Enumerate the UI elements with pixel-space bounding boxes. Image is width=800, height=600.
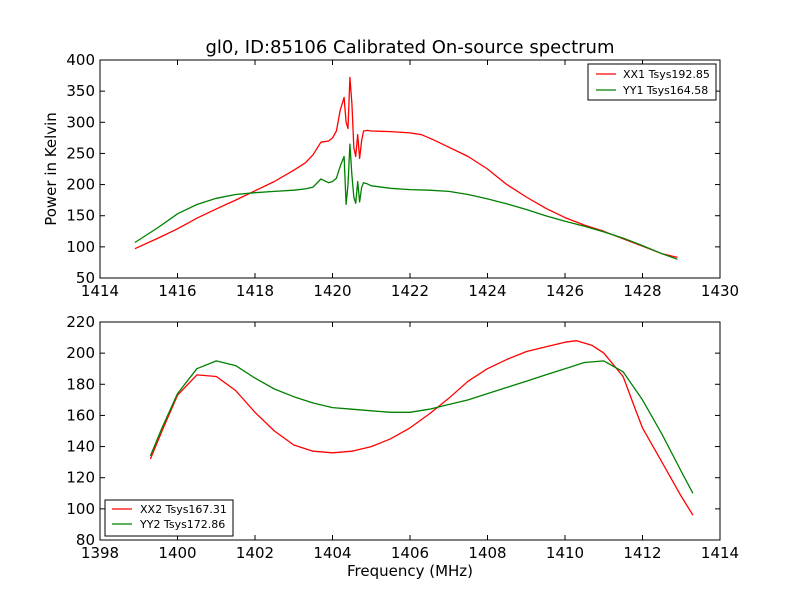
upper-plot-series xyxy=(134,76,678,260)
lower-legend-label-yy2: YY2 Tsys172.86 xyxy=(139,518,225,531)
lower-plot-ytick-label: 140 xyxy=(66,438,95,456)
lower-plot-ytick-label: 160 xyxy=(66,406,95,424)
upper-plot-series-xx1-line xyxy=(134,76,678,259)
lower-plot-xtick-label: 1400 xyxy=(158,544,196,562)
upper-plot-ticks: 1414 1416 1418 1420 1422 1424 1426 1428 1430 50 10… xyxy=(66,51,739,300)
upper-plot-xtick-label: 1426 xyxy=(546,282,584,300)
figure-title: gl0, ID:85106 Calibrated On-source spect… xyxy=(205,37,614,58)
upper-legend-label-xx1: XX1 Tsys192.85 xyxy=(623,68,710,81)
upper-plot-xtick-label: 1418 xyxy=(236,282,274,300)
lower-plot-ticks: 1398 1400 1402 1404 1406 1408 1410 1412 1414 80 10… xyxy=(66,313,739,562)
lower-legend-label-xx2: XX2 Tsys167.31 xyxy=(140,503,227,516)
upper-plot-ytick-label: 400 xyxy=(66,51,95,69)
lower-plot-xlabel: Frequency (MHz) xyxy=(347,562,473,580)
upper-plot-xtick-label: 1428 xyxy=(623,282,661,300)
lower-plot-ytick-label: 220 xyxy=(66,313,95,331)
lower-plot-ytick-label: 180 xyxy=(66,375,95,393)
upper-plot-ylabel: Power in Kelvin xyxy=(42,112,60,226)
upper-legend-label-yy1: YY1 Tsys164.58 xyxy=(622,84,708,97)
upper-plot-ytick-label: 250 xyxy=(66,144,95,162)
upper-plot-legend: XX1 Tsys192.85 YY1 Tsys164.58 xyxy=(587,63,717,101)
lower-plot-xtick-label: 1406 xyxy=(391,544,429,562)
lower-plot-xtick-label: 1412 xyxy=(623,544,661,562)
lower-plot-legend: XX2 Tsys167.31 YY2 Tsys172.86 xyxy=(104,499,234,537)
upper-plot-ytick-label: 350 xyxy=(66,82,95,100)
upper-plot-xtick-label: 1416 xyxy=(158,282,196,300)
lower-plot-series-yy2-line xyxy=(149,360,694,494)
lower-plot-xtick-label: 1410 xyxy=(546,544,584,562)
upper-plot-xtick-label: 1430 xyxy=(701,282,739,300)
lower-plot-ytick-label: 80 xyxy=(76,531,95,549)
lower-plot-xtick-label: 1408 xyxy=(468,544,506,562)
upper-plot-ytick-label: 100 xyxy=(66,238,95,256)
upper-plot-xtick-label: 1420 xyxy=(313,282,351,300)
upper-plot-ytick-label: 150 xyxy=(66,207,95,225)
lower-plot-xtick-label: 1414 xyxy=(701,544,739,562)
upper-plot-legend-box xyxy=(587,63,717,101)
upper-plot-xtick-label: 1424 xyxy=(468,282,506,300)
upper-plot-series-yy1-line xyxy=(134,143,678,260)
upper-plot-xtick-label: 1422 xyxy=(391,282,429,300)
upper-plot-ytick-label: 200 xyxy=(66,176,95,194)
lower-plot-xtick-label: 1402 xyxy=(236,544,274,562)
upper-plot-ytick-label: 50 xyxy=(76,269,95,287)
lower-plot-ytick-label: 120 xyxy=(66,469,95,487)
lower-plot-legend-box xyxy=(104,499,234,537)
lower-plot-series-xx2-line xyxy=(149,340,694,516)
lower-plot: 1398 1400 1402 1404 1406 1408 1410 1412 1414 80 10… xyxy=(66,313,739,580)
upper-plot-xtick-label: 1414 xyxy=(81,282,119,300)
upper-plot-ytick-label: 300 xyxy=(66,113,95,131)
lower-plot-ytick-label: 200 xyxy=(66,344,95,362)
lower-plot-xtick-label: 1398 xyxy=(81,544,119,562)
lower-plot-xtick-label: 1404 xyxy=(313,544,351,562)
lower-plot-ytick-label: 100 xyxy=(66,500,95,518)
upper-plot: 1414 1416 1418 1420 1422 1424 1426 1428 1430 50 10… xyxy=(42,51,739,300)
lower-plot-series xyxy=(149,340,694,516)
